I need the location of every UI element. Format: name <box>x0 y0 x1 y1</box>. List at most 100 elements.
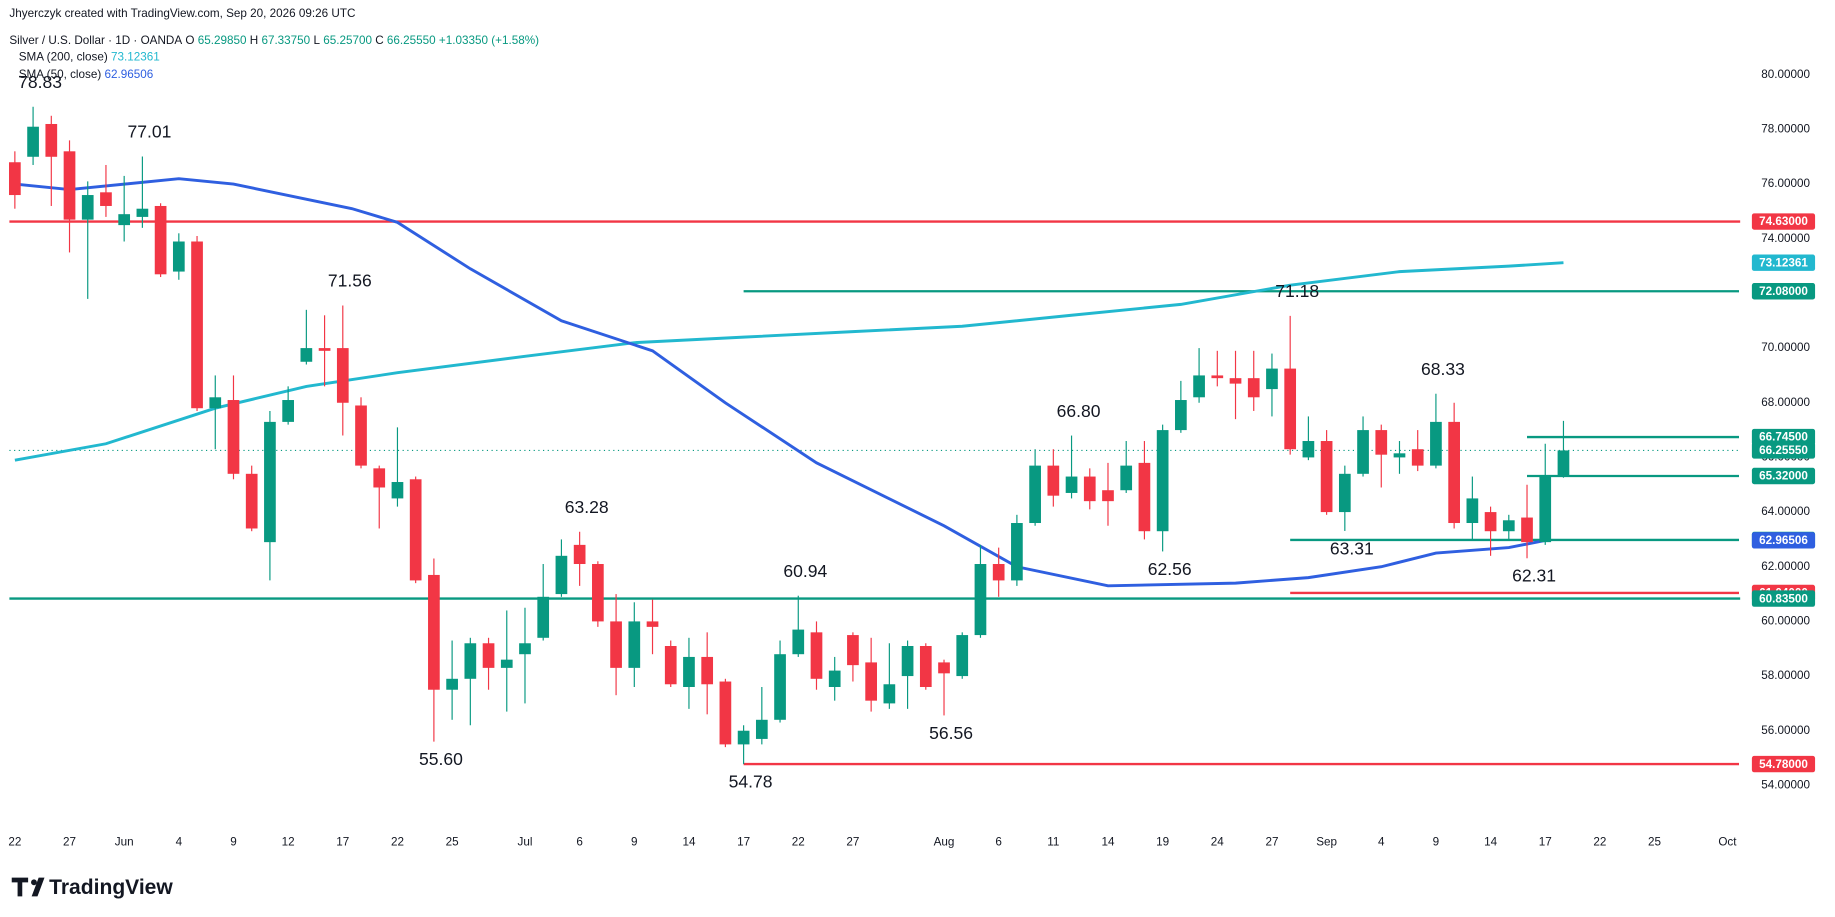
candle-body <box>1302 441 1315 458</box>
annotation: 63.28 <box>565 497 609 517</box>
candle-body <box>1247 378 1260 398</box>
level-tag <box>1751 213 1816 230</box>
candle-body <box>428 574 440 690</box>
level-tag <box>1751 590 1816 607</box>
candle-body <box>1102 490 1114 502</box>
logo-dot <box>31 879 37 886</box>
candle-body <box>573 544 586 565</box>
candle-body <box>45 123 58 157</box>
annotation: 68.33 <box>1421 359 1465 379</box>
y-tick-label: 76.00000 <box>1761 177 1810 190</box>
y-tick-label: 64.00000 <box>1761 505 1810 518</box>
annotation: 77.01 <box>127 122 171 142</box>
candle-body <box>847 635 859 666</box>
x-tick-label: 27 <box>846 836 859 849</box>
candle-body <box>1411 449 1424 466</box>
candle-body <box>792 629 805 655</box>
annotation: 56.56 <box>929 723 973 743</box>
y-tick-label: 70.00000 <box>1761 341 1810 354</box>
legend-key: H <box>250 34 258 47</box>
legend-key: L <box>313 34 320 47</box>
sma-line <box>14 177 1546 588</box>
series-value: 62.96506 <box>105 68 154 81</box>
candle-body <box>938 662 950 674</box>
legend-value: 65.25700 <box>323 34 372 47</box>
candle-body <box>172 241 185 272</box>
y-tick-label: 54.00000 <box>1761 778 1810 791</box>
candle-body <box>464 643 477 679</box>
legend-change: +1.03350 (+1.58%) <box>439 34 539 47</box>
candle-body <box>1375 430 1388 455</box>
candle-body <box>919 646 932 687</box>
level-tag-label: 54.78000 <box>1759 758 1808 771</box>
candle-body <box>646 621 659 627</box>
annotation: 54.78 <box>729 771 773 791</box>
annotation: 60.94 <box>783 561 827 581</box>
legend-key: C <box>375 34 383 47</box>
header: Jhyerczyk created with TradingView.com, … <box>9 7 355 20</box>
sma-tag-label: 62.96506 <box>1759 534 1808 547</box>
annotation: 71.18 <box>1275 281 1319 301</box>
level-tag-label: 65.32000 <box>1759 470 1808 483</box>
x-tick-label: 14 <box>682 836 696 849</box>
legend-title: Silver / U.S. Dollar · 1D · OANDA <box>9 34 182 47</box>
candle-body <box>1120 465 1133 491</box>
candle-body <box>355 405 367 466</box>
sma-line <box>14 261 1564 462</box>
candle-body <box>1193 375 1205 398</box>
x-tick-label: 19 <box>1156 836 1169 849</box>
candle-body <box>336 348 349 403</box>
y-tick-label: 62.00000 <box>1761 560 1810 573</box>
legend-value: 66.25550 <box>387 34 436 47</box>
candle-body <box>628 621 641 668</box>
x-tick-label: Jul <box>518 836 533 849</box>
candle-body <box>446 678 458 690</box>
x-tick-label: 4 <box>176 836 183 849</box>
last-price-tag <box>1751 442 1816 459</box>
candle-body <box>664 646 677 685</box>
y-tick-label: 74.00000 <box>1761 232 1810 245</box>
x-tick-label: 14 <box>1484 836 1498 849</box>
candle-body <box>118 214 131 226</box>
candle-body <box>683 656 695 687</box>
candle-body <box>409 479 422 581</box>
candle-body <box>1266 368 1278 390</box>
candle-body <box>1393 453 1406 458</box>
candle-body <box>1175 400 1187 431</box>
candle-body <box>191 241 203 409</box>
candle-body <box>391 482 404 499</box>
candle-body <box>282 400 294 422</box>
annotation: 66.80 <box>1057 401 1101 421</box>
x-tick-label: 22 <box>1593 836 1606 849</box>
x-tick-label: 4 <box>1378 836 1385 849</box>
candle-body <box>901 646 914 677</box>
candle-body <box>755 719 768 739</box>
y-tick-label: 58.00000 <box>1761 669 1810 682</box>
candle-body <box>81 195 94 220</box>
y-tick-label: 68.00000 <box>1761 396 1810 409</box>
candle-body <box>318 348 331 351</box>
x-tick-label: 6 <box>576 836 583 849</box>
candle-body <box>136 208 149 217</box>
x-tick-label: 22 <box>391 836 404 849</box>
level-tag <box>1751 283 1816 300</box>
level-tag-label: 66.74500 <box>1759 431 1808 444</box>
x-tick-label: 17 <box>336 836 349 849</box>
x-tick-label: 27 <box>1265 836 1278 849</box>
annotation: 62.56 <box>1148 559 1192 579</box>
candle-body <box>1484 512 1497 532</box>
candle-body <box>1466 498 1479 524</box>
annotation: 71.56 <box>328 271 372 291</box>
candle-body <box>1229 378 1242 384</box>
y-tick-label: 56.00000 <box>1761 724 1810 737</box>
candle-body <box>1557 450 1570 477</box>
candle-body <box>1502 520 1515 532</box>
candle-body <box>1338 473 1351 513</box>
x-tick-label: 9 <box>631 836 638 849</box>
x-tick-label: 24 <box>1211 836 1225 849</box>
level-tag <box>1751 467 1816 485</box>
candle-body <box>1357 430 1369 474</box>
candle-body <box>1430 421 1442 466</box>
brand: TradingView <box>49 876 173 899</box>
